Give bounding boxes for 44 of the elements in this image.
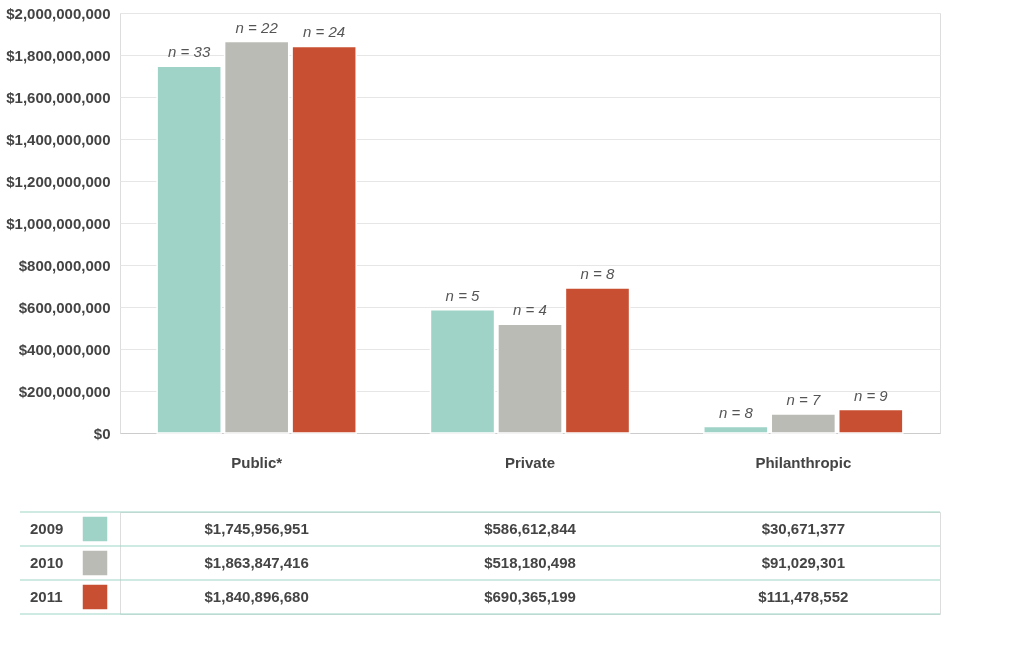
- bar: [223, 40, 290, 434]
- annotation: n = 33: [168, 43, 211, 61]
- data-label: $1,745,956,951: [204, 520, 309, 537]
- x-tick-label: Public*: [231, 453, 283, 471]
- data-label: $91,029,301: [761, 554, 846, 571]
- legend-label: 2010: [30, 554, 64, 571]
- data-label: $30,671,377: [761, 520, 846, 537]
- y-tick-label: $200,000,000: [18, 382, 111, 400]
- data-label: $690,365,199: [484, 588, 576, 605]
- bar: [291, 45, 357, 434]
- annotation: n = 24: [303, 23, 346, 41]
- annotation: n = 7: [786, 390, 821, 408]
- annotation: n = 8: [580, 265, 616, 283]
- annotation: n = 5: [445, 286, 481, 304]
- bar: [770, 413, 837, 434]
- y-tick-label: $2,000,000,000: [6, 4, 111, 22]
- y-tick-label: $1,200,000,000: [6, 172, 111, 190]
- y-tick-label: $1,600,000,000: [6, 88, 111, 106]
- bar: [156, 65, 222, 434]
- data-label: $1,840,896,680: [204, 588, 309, 605]
- y-tick-label: $0: [93, 424, 111, 442]
- annotation: n = 22: [235, 18, 279, 36]
- y-tick-label: $1,800,000,000: [6, 46, 111, 64]
- legend-label: 2011: [30, 588, 63, 605]
- bar: [497, 323, 563, 434]
- bar: [429, 309, 496, 434]
- x-tick-label: Private: [504, 453, 556, 471]
- annotation: n = 4: [513, 301, 547, 319]
- y-tick-label: $400,000,000: [18, 340, 111, 358]
- y-tick-label: $1,400,000,000: [6, 130, 111, 148]
- data-label: $586,612,844: [484, 520, 577, 537]
- data-label: $111,478,552: [758, 588, 849, 605]
- y-tick-label: $800,000,000: [18, 256, 111, 274]
- y-tick-label: $1,000,000,000: [6, 214, 111, 232]
- annotation: n = 8: [718, 403, 754, 421]
- annotation: n = 9: [853, 386, 889, 404]
- data-label: $1,863,847,416: [204, 554, 309, 571]
- legend-label: 2009: [30, 520, 64, 537]
- y-tick-label: $600,000,000: [18, 298, 111, 316]
- bar: [838, 408, 904, 434]
- bar: [703, 425, 769, 434]
- x-tick-label: Philanthropic: [755, 453, 852, 471]
- data-label: $518,180,498: [484, 554, 576, 571]
- bar: [564, 287, 631, 434]
